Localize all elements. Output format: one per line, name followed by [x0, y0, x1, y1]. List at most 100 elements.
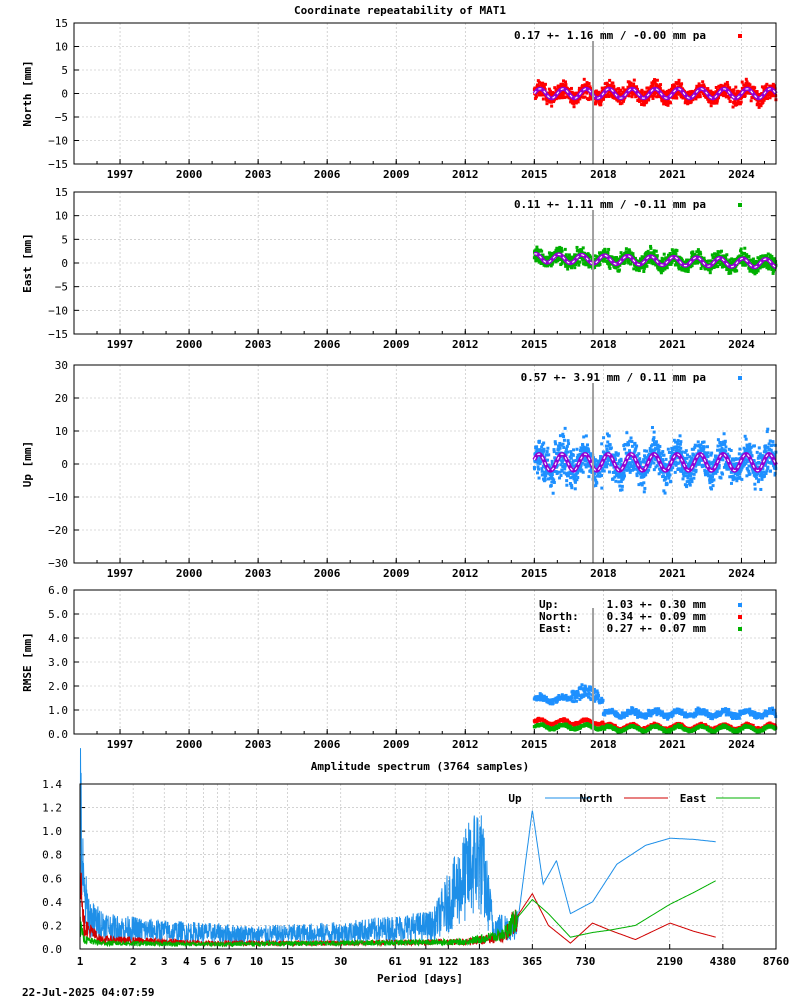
- y-tick-label: −10: [48, 135, 68, 148]
- data-point: [757, 93, 761, 97]
- data-point: [663, 463, 667, 467]
- data-point: [738, 447, 742, 451]
- x-tick-label: 2021: [659, 338, 686, 351]
- data-point: [680, 258, 684, 262]
- data-point: [677, 81, 681, 85]
- data-point: [545, 450, 549, 454]
- data-point: [643, 454, 647, 458]
- data-point: [650, 426, 654, 430]
- data-point: [537, 260, 541, 264]
- data-point: [651, 262, 655, 266]
- data-point: [697, 443, 701, 447]
- data-point: [636, 715, 640, 719]
- data-point: [561, 432, 565, 436]
- data-point: [597, 694, 601, 698]
- data-point: [635, 85, 639, 89]
- data-point: [764, 444, 768, 448]
- data-point: [743, 94, 747, 98]
- data-point: [599, 455, 603, 459]
- data-point: [714, 262, 718, 266]
- data-point: [578, 449, 582, 453]
- data-point: [554, 442, 558, 446]
- data-point: [554, 260, 558, 264]
- y-tick-label: 4.0: [48, 632, 68, 645]
- data-point: [675, 445, 679, 449]
- x-tick-label: 2015: [521, 567, 548, 580]
- data-point: [547, 463, 551, 467]
- data-point: [768, 253, 772, 257]
- data-point: [652, 251, 656, 255]
- data-point: [584, 458, 588, 462]
- data-point: [765, 97, 769, 101]
- data-point: [633, 257, 637, 261]
- data-point: [736, 476, 740, 480]
- data-point: [574, 699, 578, 703]
- data-point: [654, 263, 658, 267]
- data-point: [657, 707, 661, 711]
- x-tick-label: 1997: [107, 567, 134, 580]
- data-point: [560, 693, 564, 697]
- data-point: [550, 473, 554, 477]
- data-point: [766, 427, 770, 431]
- data-point: [765, 254, 769, 258]
- data-point: [558, 470, 562, 474]
- data-point: [740, 259, 744, 263]
- x-tick-label: 2024: [728, 567, 755, 580]
- data-point: [674, 463, 678, 467]
- data-point: [566, 255, 570, 259]
- data-point: [553, 86, 557, 90]
- data-point: [535, 471, 539, 475]
- data-point: [677, 445, 681, 449]
- data-point: [624, 247, 628, 251]
- data-point: [542, 694, 546, 698]
- data-point: [554, 696, 558, 700]
- data-point: [734, 477, 738, 481]
- stats-text: 0.11 +- 1.11 mm / -0.11 mm pa: [514, 198, 706, 211]
- data-point: [771, 443, 775, 447]
- data-point: [689, 474, 693, 478]
- data-point: [667, 471, 671, 475]
- stats-text: 0.57 +- 3.91 mm / 0.11 mm pa: [521, 371, 706, 384]
- data-point: [762, 470, 766, 474]
- data-point: [593, 697, 597, 701]
- data-point: [554, 248, 558, 252]
- data-point: [724, 264, 728, 268]
- data-point: [542, 447, 546, 451]
- data-point: [699, 267, 703, 271]
- data-point: [694, 468, 698, 472]
- data-point: [716, 261, 720, 265]
- data-point: [708, 474, 712, 478]
- data-point: [661, 470, 665, 474]
- data-point: [762, 264, 766, 268]
- data-point: [552, 100, 556, 104]
- data-point: [666, 447, 670, 451]
- data-point: [582, 435, 586, 439]
- data-point: [547, 471, 551, 475]
- data-point: [758, 461, 762, 465]
- data-point: [614, 451, 618, 455]
- data-point: [541, 443, 545, 447]
- data-point: [628, 250, 632, 254]
- data-point: [679, 453, 683, 457]
- data-point: [580, 469, 584, 473]
- data-point: [661, 459, 665, 463]
- data-point: [715, 99, 719, 103]
- data-point: [733, 99, 737, 103]
- data-point: [682, 467, 686, 471]
- data-point: [619, 459, 623, 463]
- data-point: [699, 252, 703, 256]
- data-point: [576, 248, 580, 252]
- y-tick-label: 10: [55, 425, 68, 438]
- data-point: [692, 472, 696, 476]
- data-point: [561, 465, 565, 469]
- data-point: [543, 478, 547, 482]
- data-point: [651, 450, 655, 454]
- data-point: [673, 470, 677, 474]
- data-point: [637, 452, 641, 456]
- data-point: [663, 491, 667, 495]
- data-point: [539, 698, 543, 702]
- data-point: [662, 453, 666, 457]
- data-point: [705, 445, 709, 449]
- data-point: [541, 261, 545, 265]
- data-point: [759, 254, 763, 258]
